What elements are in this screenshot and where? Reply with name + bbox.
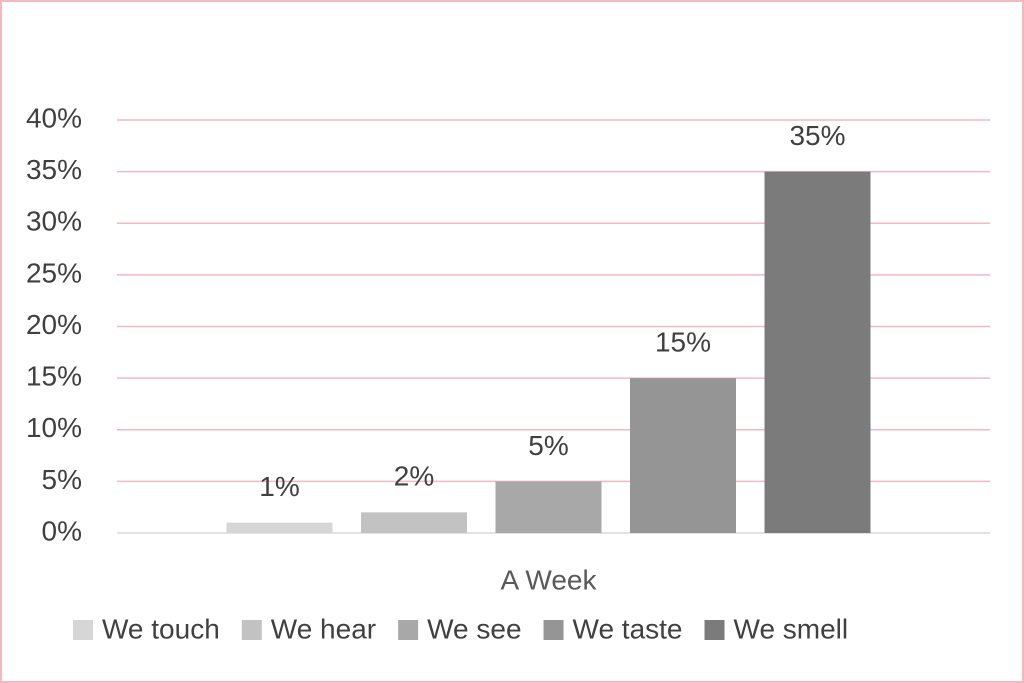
bar (226, 522, 333, 533)
legend-label: We hear (271, 613, 376, 644)
bar (630, 378, 736, 533)
value-label: 15% (655, 327, 711, 358)
y-tick-label: 40% (26, 102, 82, 133)
bar (495, 481, 602, 533)
x-tick-label: A Week (501, 564, 598, 595)
legend-swatch (398, 620, 419, 640)
legend-label: We smell (734, 613, 849, 644)
legend-label: We see (427, 613, 521, 644)
y-tick-label: 15% (26, 361, 82, 392)
y-tick-label: 30% (26, 206, 82, 237)
value-label: 35% (789, 120, 845, 151)
y-tick-label: 25% (26, 257, 82, 288)
value-label: 1% (259, 471, 299, 502)
y-tick-label: 5% (42, 464, 82, 495)
bar (361, 512, 467, 533)
legend-label: We touch (102, 613, 220, 644)
bar (764, 171, 871, 533)
legend-label: We taste (573, 613, 683, 644)
legend-swatch (73, 620, 93, 640)
legend-swatch (543, 620, 564, 640)
y-tick-label: 20% (26, 309, 82, 340)
value-label: 5% (528, 430, 568, 461)
value-label: 2% (394, 461, 434, 492)
y-tick-label: 35% (26, 154, 82, 185)
legend-swatch (241, 620, 262, 640)
y-tick-label: 10% (26, 412, 82, 443)
legend-swatch (704, 620, 725, 640)
y-tick-label: 0% (42, 515, 82, 546)
